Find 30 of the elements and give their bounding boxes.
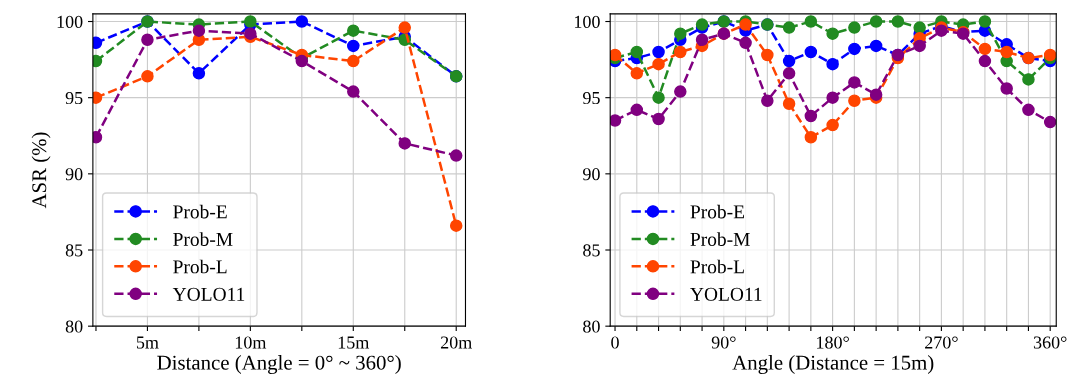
x-tick-label: 90° — [711, 336, 736, 349]
y-tick-label: 90 — [583, 168, 600, 181]
y-tick-label: 80 — [65, 320, 83, 333]
x-tick-label: 15m — [338, 336, 370, 349]
y-tick-label: 100 — [574, 15, 600, 28]
legend-label: Prob-E — [690, 204, 745, 219]
x-tick-label: 270° — [925, 336, 958, 349]
x-tick-label: 180° — [817, 336, 849, 349]
y-tick-label: 85 — [583, 244, 600, 257]
legend-label: Prob-E — [173, 204, 227, 219]
y-tick-label: 95 — [583, 91, 600, 105]
y-tick-label: 90 — [65, 168, 83, 181]
legend-label: Prob-L — [690, 259, 744, 274]
legend-label: YOLO11 — [690, 287, 762, 301]
legend-label: Prob-M — [690, 232, 750, 246]
y-axis-title: ASR (%) — [31, 132, 51, 209]
x-axis-title: Angle (Distance = 15m) — [732, 355, 934, 374]
legend-label: Prob-L — [173, 259, 227, 274]
x-tick-label: 20m — [440, 336, 472, 349]
y-tick-label: 80 — [583, 320, 600, 333]
y-tick-label: 85 — [65, 244, 83, 257]
x-tick-label: 5m — [136, 336, 159, 349]
legend-label: Prob-M — [173, 232, 233, 246]
legend-label: YOLO11 — [172, 287, 245, 301]
x-axis-title: Distance (Angle = 0° ~ 360°) — [157, 355, 401, 374]
x-tick-label: 360° — [1033, 336, 1067, 349]
y-tick-label: 100 — [57, 15, 83, 28]
x-tick-label: 10m — [235, 336, 267, 349]
x-tick-label: 0 — [611, 336, 619, 349]
y-tick-label: 95 — [65, 91, 83, 105]
